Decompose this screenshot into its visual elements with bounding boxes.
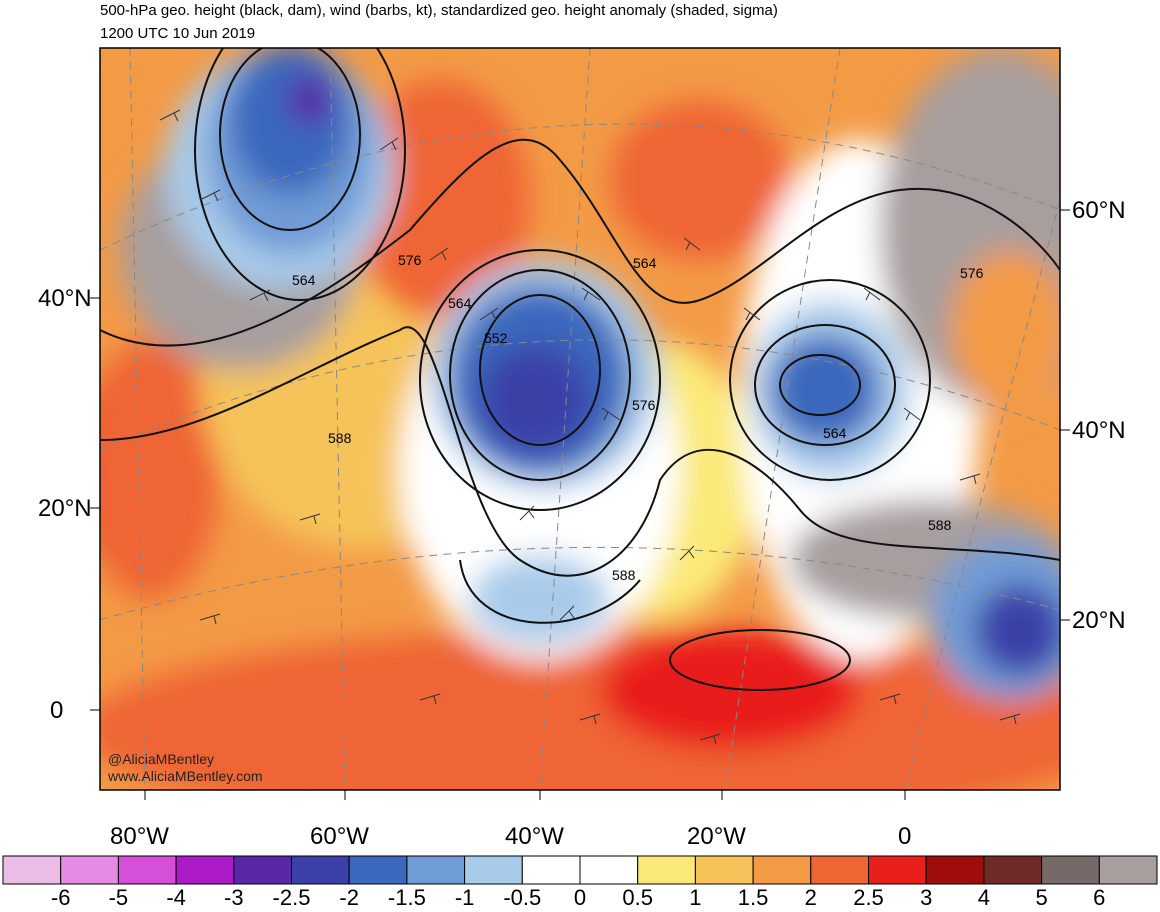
- lat-label-left: 0: [50, 697, 64, 724]
- map-frame: [99, 47, 1061, 791]
- lon-label: 40°W: [505, 823, 564, 850]
- contour-label: 576: [398, 252, 422, 268]
- colorbar-swatch: [925, 855, 985, 885]
- map-panel: 564 576 564 552 564 576 588 564 576 588 …: [100, 48, 1060, 790]
- colorbar-swatch: [2, 855, 62, 885]
- colorbar-swatch: [579, 855, 639, 885]
- colorbar-label: 0.5: [622, 885, 653, 910]
- credit-handle: @AliciaMBentley: [108, 751, 215, 767]
- anomaly-shading: [100, 48, 1060, 790]
- axis-ticks: [90, 209, 1070, 800]
- wind-barbs: [159, 109, 1021, 745]
- contour-label: 588: [328, 430, 352, 446]
- colorbar-label: -2: [339, 885, 359, 910]
- colorbar-swatch: [291, 855, 350, 885]
- colorbar-label: 2: [804, 885, 817, 910]
- lat-label-left: 40°N: [38, 285, 92, 312]
- colorbar-label: 4: [977, 885, 991, 910]
- colorbar-swatch: [868, 855, 927, 885]
- contour-label: 576: [632, 397, 656, 413]
- colorbar-label: -5: [108, 885, 129, 910]
- colorbar-label: -0.5: [503, 885, 542, 910]
- lat-label-left: 20°N: [38, 495, 92, 522]
- colorbar-swatch: [175, 855, 235, 885]
- colorbar-label: -2.5: [272, 885, 311, 910]
- colorbar-label: 0: [573, 885, 587, 910]
- colorbar-swatch: [752, 855, 812, 885]
- lon-label: 60°W: [310, 823, 369, 850]
- lon-label: 0: [898, 823, 912, 850]
- lat-label-right: 60°N: [1072, 197, 1126, 224]
- colorbar-swatch: [521, 855, 581, 885]
- colorbar-label: -3: [224, 885, 244, 910]
- credit-website: www.AliciaMBentley.com: [108, 768, 263, 784]
- contour-label: 576: [960, 265, 984, 281]
- colorbar-label: 5: [1035, 885, 1048, 910]
- lat-label-right: 40°N: [1072, 417, 1126, 444]
- colorbar-swatch: [233, 855, 293, 885]
- colorbar-label: -1: [454, 885, 475, 910]
- colorbar-label: -6: [50, 885, 71, 910]
- colorbar-swatch: [117, 855, 177, 885]
- contour-label: 588: [612, 567, 636, 583]
- lat-label-right: 20°N: [1072, 607, 1126, 634]
- colorbar-label: -1.5: [387, 885, 426, 910]
- colorbar-swatch: [983, 855, 1043, 885]
- contour-label: 564: [448, 295, 472, 311]
- map-title: 500-hPa geo. height (black, dam), wind (…: [100, 2, 778, 19]
- contour-label: 564: [633, 255, 657, 271]
- colorbar-label: 2.5: [853, 885, 884, 910]
- valid-time: 1200 UTC 10 Jun 2019: [100, 25, 256, 42]
- contour-labels: 564 576 564 552 564 576 588 564 576 588 …: [292, 252, 984, 583]
- colorbar-label: 6: [1093, 885, 1106, 910]
- contour-label: 588: [928, 517, 952, 533]
- graticule: [100, 48, 1060, 790]
- colorbar: [2, 855, 1158, 885]
- contour-label: 564: [823, 425, 847, 441]
- colorbar-label: -4: [166, 885, 186, 910]
- colorbar-swatch: [464, 855, 523, 885]
- lon-label: 80°W: [110, 823, 169, 850]
- colorbar-swatch: [60, 855, 119, 885]
- colorbar-swatch: [1098, 855, 1158, 885]
- contour-label: 552: [484, 330, 508, 346]
- colorbar-swatch: [1041, 855, 1100, 885]
- colorbar-swatch: [810, 855, 869, 885]
- colorbar-swatch: [694, 855, 754, 885]
- colorbar-label: 1.5: [737, 885, 769, 910]
- colorbar-swatch: [406, 855, 466, 885]
- height-contours: [100, 48, 1060, 691]
- colorbar-swatch: [348, 855, 408, 885]
- colorbar-swatch: [637, 855, 696, 885]
- contour-label: 564: [292, 272, 316, 288]
- colorbar-label: 3: [920, 885, 933, 910]
- lon-label: 20°W: [687, 823, 746, 850]
- colorbar-label: 1: [689, 885, 702, 910]
